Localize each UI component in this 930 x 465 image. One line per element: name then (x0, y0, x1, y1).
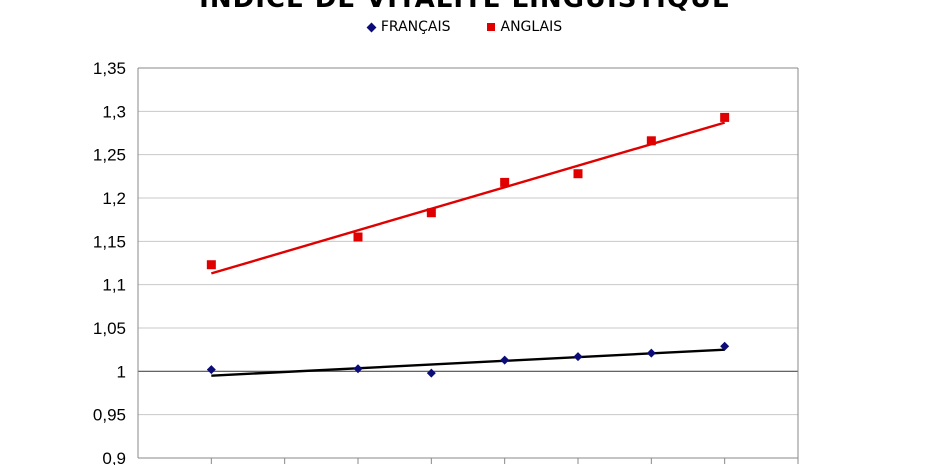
data-point-francais (353, 364, 363, 374)
legend-entry-anglais: ANGLAIS (486, 19, 563, 35)
y-tick-label: 1,1 (102, 276, 126, 295)
data-point-francais (720, 341, 730, 351)
data-point-francais (573, 352, 583, 362)
data-point-francais (646, 348, 656, 358)
chart-title: INDICE DE VITALITÉ LINGUISTIQUE (0, 0, 930, 14)
data-point-anglais (573, 169, 583, 179)
data-point-francais (426, 368, 436, 378)
data-point-anglais (426, 208, 436, 218)
trend-line-francais (211, 348, 725, 377)
data-point-anglais (206, 260, 216, 270)
y-tick-label: 1,25 (93, 146, 126, 165)
y-tick-label: 0,95 (93, 406, 126, 425)
y-tick-label: 1,05 (93, 319, 126, 338)
legend-label-francais: FRANÇAIS (380, 19, 451, 35)
y-tick-label: 0,9 (102, 449, 126, 465)
trend-line-anglais (210, 121, 726, 275)
data-point-francais (206, 365, 216, 375)
legend-entry-francais: FRANÇAIS (366, 19, 451, 35)
legend: FRANÇAIS ANGLAIS (0, 19, 930, 35)
data-point-anglais (646, 136, 656, 146)
y-tick-label: 1,15 (93, 232, 126, 251)
legend-label-anglais: ANGLAIS (500, 19, 563, 35)
data-point-anglais (500, 177, 510, 187)
y-tick-label: 1 (117, 362, 126, 381)
data-point-anglais (353, 232, 363, 242)
y-tick-label: 1,3 (102, 102, 126, 121)
y-tick-label: 1,2 (102, 189, 126, 208)
legend-square-marker (486, 23, 495, 31)
data-point-anglais (720, 112, 730, 122)
y-tick-label: 1,35 (93, 59, 126, 78)
data-point-francais (500, 355, 510, 365)
